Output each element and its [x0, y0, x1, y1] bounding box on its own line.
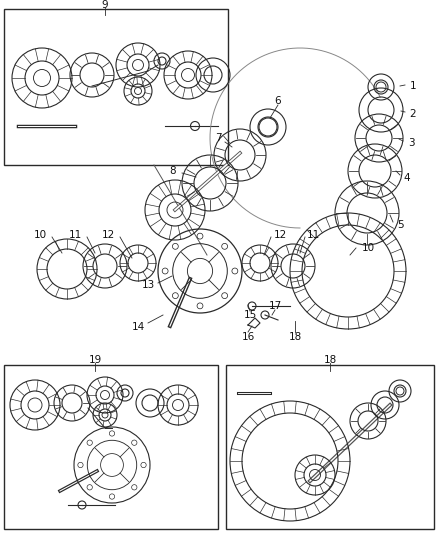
Text: 10: 10 — [33, 230, 46, 240]
Bar — [4, 365, 218, 529]
Text: 15: 15 — [244, 310, 257, 320]
Text: 11: 11 — [68, 230, 81, 240]
Bar — [4, 9, 228, 165]
Text: 1: 1 — [410, 81, 416, 91]
Text: 12: 12 — [273, 230, 286, 240]
Text: 6: 6 — [275, 96, 281, 106]
Text: 3: 3 — [408, 138, 414, 148]
Text: 14: 14 — [131, 322, 145, 332]
Text: 18: 18 — [323, 355, 337, 365]
Text: 16: 16 — [241, 332, 254, 342]
Bar — [226, 365, 434, 529]
Text: 13: 13 — [141, 280, 155, 290]
Text: 17: 17 — [268, 301, 282, 311]
Text: 18: 18 — [288, 332, 302, 342]
Text: 4: 4 — [404, 173, 410, 183]
Text: 12: 12 — [101, 230, 115, 240]
Text: 19: 19 — [88, 355, 102, 365]
Text: 8: 8 — [170, 166, 177, 176]
Text: 2: 2 — [410, 109, 416, 119]
Text: 11: 11 — [306, 230, 320, 240]
Text: 10: 10 — [361, 243, 374, 253]
Text: 9: 9 — [102, 0, 108, 10]
Text: 7: 7 — [215, 133, 221, 143]
Text: 5: 5 — [397, 220, 403, 230]
